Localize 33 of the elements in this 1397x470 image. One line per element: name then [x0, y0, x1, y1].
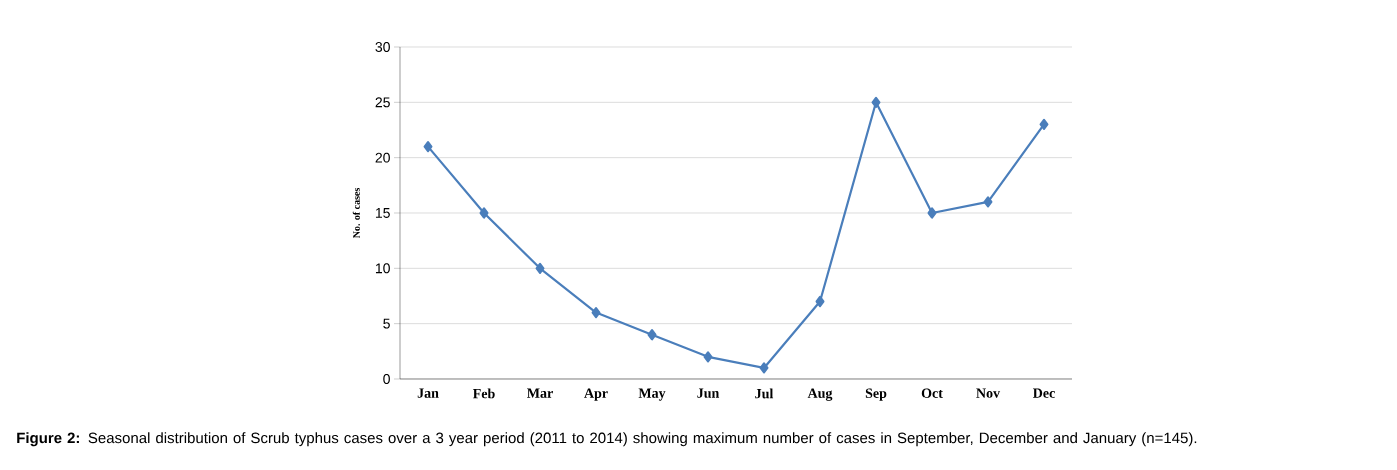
x-tick-label: Feb	[472, 388, 495, 399]
y-tick-label: 25	[375, 97, 390, 108]
point	[759, 362, 769, 374]
point	[479, 207, 489, 219]
point	[423, 140, 433, 153]
x-tick-label: Nov	[976, 388, 1001, 398]
x-tick-label: Aug	[807, 388, 833, 401]
x-tick-label: Jan	[417, 388, 439, 398]
point	[647, 329, 657, 341]
point	[815, 295, 825, 308]
point	[871, 96, 881, 108]
y-tick-label: 30	[375, 42, 390, 52]
x-tick-label: Dec	[1032, 388, 1055, 398]
point	[927, 207, 937, 219]
point	[591, 306, 601, 319]
y-tick-label: 15	[375, 208, 390, 218]
text: Figure 2: Seasonal distribution of Scrub typhus cases over a 3 year period (2011 to 2014) showing maximum number of cases in September, December and January (n=145).	[17, 432, 1197, 447]
x-tick-label: Jun	[697, 388, 720, 398]
x-tick-label: Jul	[755, 388, 774, 399]
point	[535, 262, 545, 274]
y-tick-label: 5	[383, 318, 390, 329]
y-tick-label: 0	[383, 374, 390, 384]
y-tick-label: 10	[375, 263, 390, 274]
x-tick-label: Mar	[527, 388, 553, 398]
y-axis-title: No. of cases	[352, 187, 360, 239]
point	[1039, 118, 1049, 131]
x-tick-label: Apr	[584, 388, 608, 401]
point	[983, 196, 993, 208]
x-tick-label: Sep	[865, 388, 887, 401]
x-tick-label: Oct	[921, 388, 943, 398]
y-tick-label: 20	[375, 152, 390, 163]
point	[703, 351, 713, 363]
x-tick-label: May	[638, 388, 666, 401]
